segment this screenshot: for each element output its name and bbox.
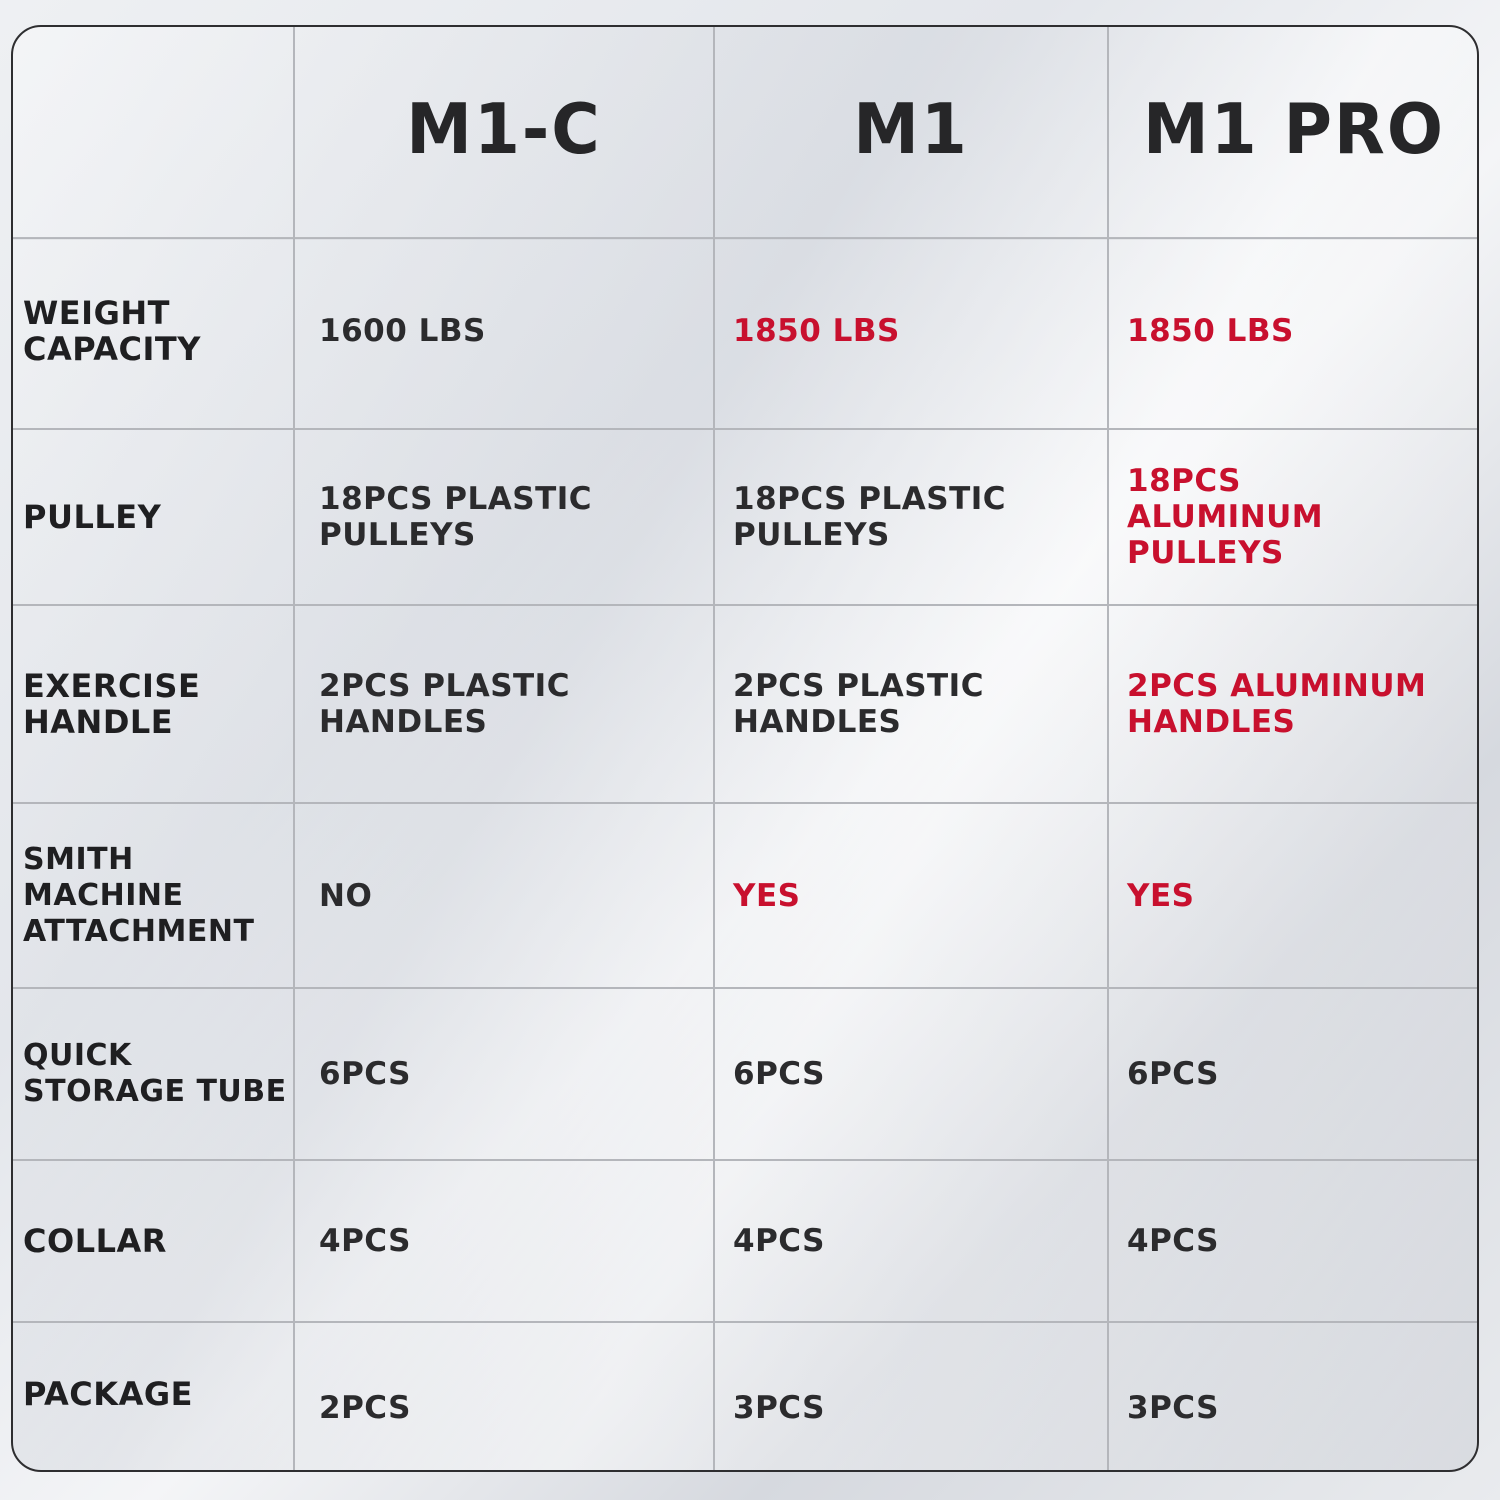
cell-collar-m1: 4PCS bbox=[715, 1161, 1109, 1323]
cell-storage-tube-m1c: 6PCS bbox=[295, 989, 715, 1161]
cell-exercise-handle-m1: 2PCS PLASTIC HANDLES bbox=[715, 606, 1109, 804]
row-label-storage-tube: QUICK STORAGE TUBE bbox=[13, 989, 295, 1161]
cell-smith-machine-m1-pro: YES bbox=[1109, 804, 1477, 989]
header-m1: M1 bbox=[715, 27, 1109, 240]
comparison-grid: M1-C M1 M1 PRO WEIGHT CAPACITY 1600 LBS … bbox=[13, 27, 1477, 1470]
row-label-smith-machine: SMITH MACHINE ATTACHMENT bbox=[13, 804, 295, 989]
row-label-package: PACKAGE bbox=[13, 1323, 295, 1470]
cell-storage-tube-m1-pro: 6PCS bbox=[1109, 989, 1477, 1161]
header-corner-cell bbox=[13, 27, 295, 240]
header-m1-pro: M1 PRO bbox=[1109, 27, 1477, 240]
cell-collar-m1-pro: 4PCS bbox=[1109, 1161, 1477, 1323]
row-label-pulley: PULLEY bbox=[13, 430, 295, 606]
cell-package-m1c: 2PCS bbox=[295, 1323, 715, 1470]
comparison-table: M1-C M1 M1 PRO WEIGHT CAPACITY 1600 LBS … bbox=[11, 25, 1479, 1472]
cell-weight-capacity-m1-pro: 1850 LBS bbox=[1109, 234, 1477, 430]
cell-weight-capacity-m1c: 1600 LBS bbox=[295, 234, 715, 430]
cell-smith-machine-m1: YES bbox=[715, 804, 1109, 989]
cell-pulley-m1c: 18PCS PLASTIC PULLEYS bbox=[295, 430, 715, 606]
cell-exercise-handle-m1-pro: 2PCS ALUMINUM HANDLES bbox=[1109, 606, 1477, 804]
cell-collar-m1c: 4PCS bbox=[295, 1161, 715, 1323]
header-m1c: M1-C bbox=[295, 27, 715, 240]
cell-package-m1-pro: 3PCS bbox=[1127, 1389, 1219, 1426]
cell-exercise-handle-m1c: 2PCS PLASTIC HANDLES bbox=[295, 606, 715, 804]
cell-pulley-m1-pro: 18PCS ALUMINUM PULLEYS bbox=[1109, 430, 1477, 606]
cell-pulley-m1: 18PCS PLASTIC PULLEYS bbox=[715, 430, 1109, 606]
cell-weight-capacity-m1: 1850 LBS bbox=[715, 234, 1109, 430]
cell-package-m1: 3PCS bbox=[715, 1323, 1109, 1470]
cell-smith-machine-m1c: NO bbox=[295, 804, 715, 989]
row-label-weight-capacity: WEIGHT CAPACITY bbox=[13, 234, 295, 430]
row-label-collar: COLLAR bbox=[13, 1161, 295, 1323]
row-label-exercise-handle: EXERCISE HANDLE bbox=[13, 606, 295, 804]
cell-storage-tube-m1: 6PCS bbox=[715, 989, 1109, 1161]
